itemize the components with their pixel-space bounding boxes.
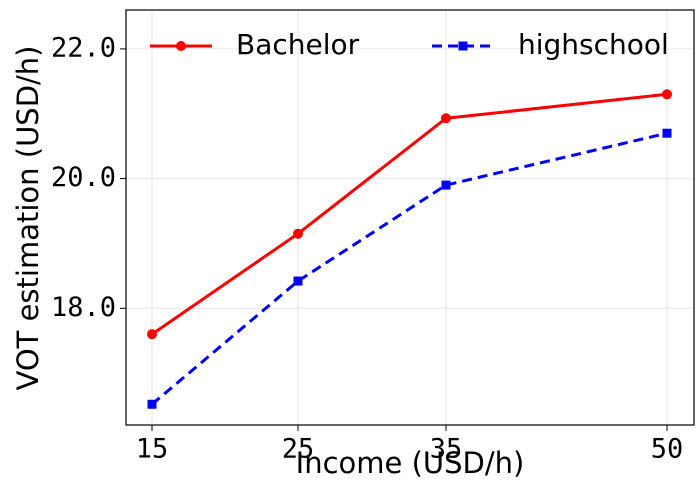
x-tick-label: 25 — [282, 434, 315, 465]
y-tick-label: 20.0 — [51, 162, 116, 193]
x-tick-label: 35 — [430, 434, 463, 465]
x-axis-label: Income (USD/h) — [296, 446, 525, 480]
data-point-bachelor — [441, 113, 451, 124]
y-tick-label: 22.0 — [51, 32, 116, 63]
data-point-bachelor — [147, 329, 157, 340]
data-point-bachelor — [293, 228, 303, 239]
data-point-highschool — [662, 128, 672, 138]
data-point-highschool — [147, 399, 157, 409]
x-tick-label: 15 — [136, 434, 169, 465]
grid-lines — [126, 10, 694, 425]
legend-marker-bachelor — [176, 41, 186, 51]
data-point-highschool — [293, 276, 303, 286]
series-line-bachelor — [151, 92, 668, 336]
legend-marker-highschool — [458, 41, 468, 51]
series-line-highschool — [151, 131, 668, 406]
y-axis-label: VOT estimation (USD/h) — [11, 46, 45, 391]
x-tick-label: 50 — [651, 434, 684, 465]
plot-area-frame — [125, 9, 695, 426]
data-point-highschool — [441, 180, 451, 190]
legend-label-highschool: highschool — [518, 28, 669, 61]
y-tick-label: 18.0 — [51, 292, 116, 323]
legend: Bachelor highschool — [150, 28, 669, 61]
data-point-bachelor — [662, 89, 672, 100]
legend-label-bachelor: Bachelor — [236, 28, 360, 61]
series-layer — [147, 89, 672, 409]
axis-ticks: 15 25 35 50 18.0 20.0 22.0 — [51, 32, 683, 464]
